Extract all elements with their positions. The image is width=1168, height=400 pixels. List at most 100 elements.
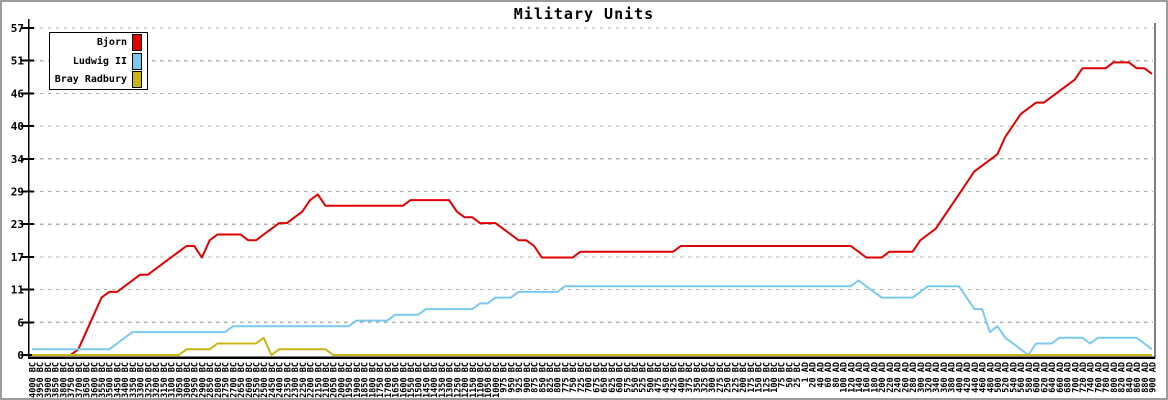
x-axis-label: 1 AD <box>801 362 811 382</box>
x-axis-label: 75 BC <box>778 362 788 388</box>
x-axis-label: 1150 BC <box>469 362 479 398</box>
y-axis-label: 17 <box>11 251 24 264</box>
x-axis-label: 1950 BC <box>345 362 355 398</box>
x-axis-label: 180 AD <box>870 362 880 393</box>
x-axis-label: 2800 BC <box>214 362 224 398</box>
x-axis-label: 150 BC <box>755 362 765 393</box>
x-axis-label: 280 AD <box>909 362 919 393</box>
x-axis-label: 2450 BC <box>268 362 278 398</box>
legend-label-bjorn: Bjorn <box>96 37 127 49</box>
x-axis-label: 400 BC <box>677 362 687 393</box>
x-axis-label: 620 AD <box>1040 362 1050 393</box>
x-axis-label: 400 AD <box>955 362 965 393</box>
x-axis-label: 900 BC <box>523 362 533 393</box>
x-axis-label: 2900 BC <box>198 362 208 398</box>
x-axis-label: 440 AD <box>971 362 981 393</box>
x-axis-label: 580 AD <box>1025 362 1035 393</box>
x-axis-label: 1650 BC <box>392 362 402 398</box>
x-axis-label: 1700 BC <box>384 362 394 398</box>
legend-swatch-bray-radbury <box>132 70 142 88</box>
x-axis-label: 2550 BC <box>253 362 263 398</box>
x-axis-label: 560 AD <box>1017 362 1027 393</box>
x-axis-label: 950 BC <box>507 362 517 393</box>
x-axis-label: 820 AD <box>1118 362 1128 393</box>
x-axis-label: 50 BC <box>785 362 795 388</box>
x-axis-label: 700 BC <box>585 362 595 393</box>
x-axis-label: 500 AD <box>994 362 1004 393</box>
x-axis-label: 200 AD <box>878 362 888 393</box>
legend-item-bray-radbury: Bray Radbury <box>52 70 142 88</box>
x-axis-label: 425 BC <box>670 362 680 393</box>
x-axis-label: 1400 BC <box>430 362 440 398</box>
x-axis-label: 3150 BC <box>160 362 170 398</box>
x-axis-label: 3500 BC <box>106 362 116 398</box>
x-axis-label: 3800 BC <box>59 362 69 398</box>
x-axis-label: 360 AD <box>940 362 950 393</box>
x-axis-label: 2000 BC <box>337 362 347 398</box>
x-axis-label: 825 BC <box>546 362 556 393</box>
x-axis-label: 2950 BC <box>191 362 201 398</box>
legend-item-ludwig-ii: Ludwig II <box>52 52 142 70</box>
x-axis-label: 200 BC <box>739 362 749 393</box>
x-axis-label: 275 BC <box>716 362 726 393</box>
x-axis-label: 750 BC <box>569 362 579 393</box>
y-axis-label: 0 <box>17 349 24 362</box>
x-axis-label: 1850 BC <box>361 362 371 398</box>
x-axis-label: 520 AD <box>1002 362 1012 393</box>
x-axis-label: 350 BC <box>693 362 703 393</box>
series-line-bjorn <box>32 61 1153 356</box>
legend-label-bray-radbury: Bray Radbury <box>54 73 127 85</box>
x-axis-label: 300 BC <box>708 362 718 393</box>
x-axis-label: 380 AD <box>948 362 958 393</box>
legend-swatch-bjorn <box>132 34 142 52</box>
x-axis-label: 575 BC <box>623 362 633 393</box>
x-axis-label: 460 AD <box>979 362 989 393</box>
x-axis-label: 320 AD <box>925 362 935 393</box>
legend-swatch-ludwig-ii <box>132 52 142 70</box>
series-line-bray-radbury <box>32 336 1152 356</box>
x-axis-label: 540 AD <box>1009 362 1019 393</box>
x-axis-label: 600 BC <box>616 362 626 393</box>
x-axis-label: 2600 BC <box>245 362 255 398</box>
x-axis-label: 2150 BC <box>314 362 324 398</box>
x-axis-label: 860 AD <box>1133 362 1143 393</box>
x-axis-label: 525 BC <box>639 362 649 393</box>
x-axis-label: 3750 BC <box>67 362 77 398</box>
x-axis-label: 2750 BC <box>222 362 232 398</box>
x-axis-label: 220 AD <box>886 362 896 393</box>
x-axis-label: 240 AD <box>894 362 904 393</box>
x-axis-label: 660 AD <box>1056 362 1066 393</box>
legend-label-ludwig-ii: Ludwig II <box>72 55 127 67</box>
legend: Bjorn Ludwig II Bray Radbury <box>49 32 148 90</box>
x-axis-label: 900 AD <box>1149 362 1159 393</box>
y-axis-label: 29 <box>11 186 24 199</box>
y-axis-label: 46 <box>11 87 25 100</box>
x-axis-label: 3550 BC <box>98 362 108 398</box>
x-axis-label: 2700 BC <box>229 362 239 398</box>
x-axis-label: 1000 BC <box>492 362 502 398</box>
x-axis-label: 2050 BC <box>330 362 340 398</box>
x-axis-label: 175 BC <box>747 362 757 393</box>
x-axis-label: 1350 BC <box>438 362 448 398</box>
x-axis-label: 100 AD <box>840 362 850 393</box>
y-axis-label: 6 <box>17 316 24 329</box>
x-axis-label: 600 AD <box>1033 362 1043 393</box>
x-axis-label: 2100 BC <box>322 362 332 398</box>
x-axis-label: 450 BC <box>662 362 672 393</box>
x-axis-label: 3250 BC <box>144 362 154 398</box>
x-axis-label: 700 AD <box>1071 362 1081 393</box>
x-axis-label: 140 AD <box>855 362 865 393</box>
y-axis-label: 40 <box>11 120 24 133</box>
x-axis-label: 480 AD <box>986 362 996 393</box>
x-axis-label: 550 BC <box>631 362 641 393</box>
x-axis-label: 2250 BC <box>299 362 309 398</box>
x-axis-label: 2300 BC <box>291 362 301 398</box>
x-axis-label: 40 AD <box>816 362 826 388</box>
x-axis-label: 3200 BC <box>152 362 162 398</box>
x-axis-label: 925 BC <box>515 362 525 393</box>
x-axis-label: 2200 BC <box>307 362 317 398</box>
x-axis-label: 640 AD <box>1048 362 1058 393</box>
x-axis-label: 2400 BC <box>276 362 286 398</box>
x-axis-label: 260 AD <box>901 362 911 393</box>
